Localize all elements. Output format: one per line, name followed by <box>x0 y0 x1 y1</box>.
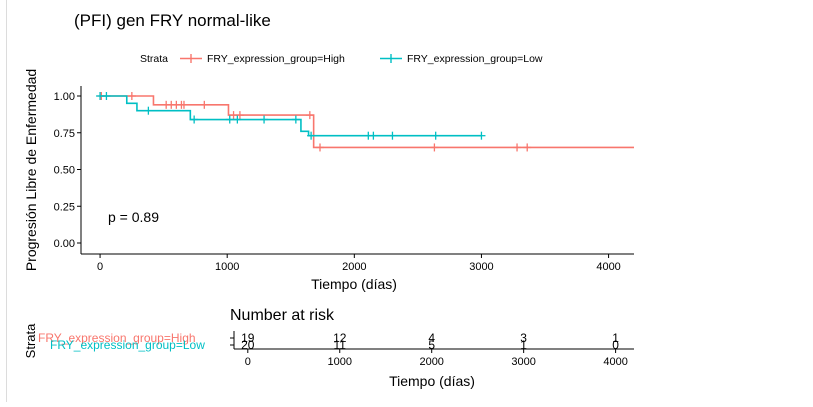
censor-mark-low <box>225 115 234 124</box>
risk-x-tick-label: 3000 <box>511 356 535 368</box>
risk-x-axis: 0 1000 2000 3000 4000 <box>245 349 628 368</box>
km-y-axis-label: Progresión Libre de Enfermedad <box>23 69 39 271</box>
survival-figure: (PFI) gen FRY normal-like Strata FRY_exp… <box>8 0 648 402</box>
km-x-tick-label: 0 <box>97 261 103 273</box>
legend-key-low <box>380 54 402 63</box>
censor-mark-low <box>388 131 397 140</box>
censor-mark-low <box>431 131 440 140</box>
risk-cell: 4 <box>428 331 435 345</box>
risk-x-tick-label: 2000 <box>419 356 443 368</box>
censor-mark-high <box>200 100 209 109</box>
km-y-tick-label: 0.75 <box>54 128 75 140</box>
km-x-tick-label: 2000 <box>342 261 366 273</box>
censor-mark-low <box>307 131 316 140</box>
km-plot-title: (PFI) gen FRY normal-like <box>74 11 271 30</box>
censor-mark-low <box>477 131 486 140</box>
risk-x-tick-label: 4000 <box>603 356 627 368</box>
risk-table-title: Number at risk <box>230 307 335 324</box>
km-x-tick-label: 1000 <box>215 261 239 273</box>
km-y-tick-label: 1.00 <box>54 91 75 103</box>
risk-cell: 0 <box>612 338 619 352</box>
legend-key-high <box>180 54 202 63</box>
risk-cell: 5 <box>428 338 435 352</box>
km-x-tick-label: 3000 <box>469 261 493 273</box>
km-x-axis-label: Tiempo (días) <box>311 276 397 292</box>
risk-table-y-label: Strata <box>23 323 38 358</box>
risk-row-label-low: FRY_expression_group=Low <box>50 338 205 352</box>
p-value-annotation: p = 0.89 <box>108 209 159 225</box>
risk-cell: 1 <box>520 338 527 352</box>
km-curve-high <box>100 95 634 149</box>
legend-label-high: FRY_expression_group=High <box>207 53 345 65</box>
censor-mark-low <box>369 131 378 140</box>
risk-cell: 11 <box>334 338 347 352</box>
km-curves <box>96 92 634 152</box>
km-curve-low <box>100 95 482 137</box>
censor-mark-low <box>190 115 199 124</box>
censor-mark-high <box>513 143 522 152</box>
figure-svg: (PFI) gen FRY normal-like Strata FRY_exp… <box>23 11 634 389</box>
km-y-tick-label: 0.50 <box>54 165 75 177</box>
censor-mark-high <box>127 92 136 100</box>
page-left-border <box>6 0 7 402</box>
km-y-axis: 0.00 0.25 0.50 0.75 1.00 <box>54 91 81 250</box>
censor-mark-high <box>305 111 314 120</box>
censor-mark-low <box>102 92 111 100</box>
risk-row-label-high: FRY_expression_group=High <box>38 331 196 345</box>
km-x-axis: 0 1000 2000 3000 4000 <box>97 254 621 273</box>
risk-x-axis-label: Tiempo (días) <box>389 373 475 389</box>
km-y-tick-label: 0.25 <box>54 201 75 213</box>
legend-label-low: FRY_expression_group=Low <box>407 53 543 65</box>
risk-cell: 19 <box>241 331 255 345</box>
censor-mark-high <box>235 111 244 120</box>
risk-x-tick-label: 1000 <box>328 356 352 368</box>
censor-mark-high <box>430 143 439 152</box>
censor-mark-high <box>523 143 532 152</box>
censor-mark-high <box>179 100 188 109</box>
km-x-tick-label: 4000 <box>596 261 620 273</box>
risk-cell: 12 <box>333 331 347 345</box>
risk-cell: 3 <box>520 331 527 345</box>
risk-cells: 19 12 4 3 120 11 5 1 0 <box>241 331 619 352</box>
legend-title: Strata <box>140 53 168 65</box>
censor-mark-low <box>233 115 242 124</box>
censor-mark-low <box>260 115 269 124</box>
risk-x-tick-label: 0 <box>245 356 251 368</box>
km-y-tick-label: 0.00 <box>54 238 75 250</box>
risk-cell: 1 <box>612 331 619 345</box>
risk-row-labels: FRY_expression_group=HighFRY_expression_… <box>38 331 234 352</box>
risk-cell: 20 <box>241 338 255 352</box>
legend: Strata FRY_expression_group=High FRY_exp… <box>140 53 543 65</box>
censor-mark-high <box>315 143 324 152</box>
censor-mark-low <box>291 115 300 124</box>
censor-mark-low <box>144 106 153 115</box>
